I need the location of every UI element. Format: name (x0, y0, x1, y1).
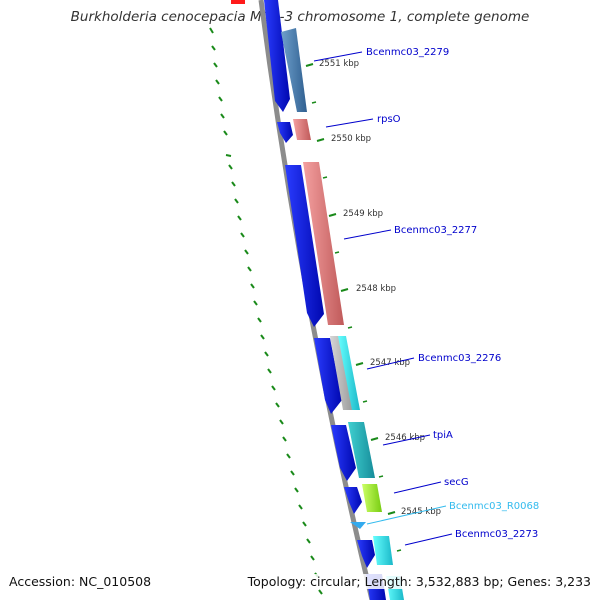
kbp-label: 2550 kbp (331, 134, 371, 144)
major-tick-marks (305, 63, 402, 552)
kbp-label: 2551 kbp (319, 59, 359, 69)
feature-bcenmc03-2277 (303, 162, 344, 325)
feature-bcenmc03-2279-forward (264, 0, 290, 112)
gene-label-tpia[interactable]: tpiA (433, 430, 453, 441)
gene-labels: Bcenmc03_2279 rpsO Bcenmc03_2277 Bcenmc0… (366, 47, 539, 540)
feature-tpia (348, 422, 375, 478)
kbp-label: 2548 kbp (356, 284, 396, 294)
gene-label-bcenmc03-2276[interactable]: Bcenmc03_2276 (418, 353, 501, 364)
kbp-label: 2547 kbp (370, 358, 410, 368)
feature-bcenmc03-2273-forward (357, 540, 375, 568)
feature-top-red (231, 0, 245, 4)
kbp-label: 2546 kbp (385, 433, 425, 443)
label-leader-lines (313, 51, 453, 546)
genome-summary-text: Topology: circular; Length: 3,532,883 bp… (247, 574, 591, 589)
kbp-label: 2549 kbp (343, 209, 383, 219)
gene-label-bcenmc03-2279[interactable]: Bcenmc03_2279 (366, 47, 449, 58)
feature-secg-forward (344, 487, 362, 514)
feature-rpso (293, 119, 311, 140)
feature-secg (362, 484, 382, 512)
gene-label-bcenmc03-r0068[interactable]: Bcenmc03_R0068 (449, 501, 539, 512)
feature-tpia-forward (331, 425, 356, 481)
gene-label-rpso[interactable]: rpsO (377, 114, 401, 125)
feature-bcenmc03-2276-gray (330, 336, 353, 410)
minor-tick-track (209, 27, 323, 595)
feature-bcenmc03-2277-forward (285, 165, 324, 327)
gene-label-bcenmc03-2273[interactable]: Bcenmc03_2273 (455, 529, 538, 540)
feature-bcenmc03-2276-forward (314, 338, 342, 414)
map-title: Burkholderia cenocepacia MC0-3 chromosom… (70, 9, 530, 25)
gene-label-bcenmc03-2277[interactable]: Bcenmc03_2277 (394, 225, 477, 236)
feature-rpso-forward (277, 122, 293, 143)
gene-label-secg[interactable]: secG (444, 477, 469, 488)
feature-bcenmc03-2279 (281, 28, 307, 112)
accession-text: Accession: NC_010508 (9, 574, 152, 589)
feature-bcenmc03-2276-cyan (338, 336, 360, 410)
feature-bcenmc03-2273 (373, 536, 393, 565)
feature-bcenmc03-r0068 (350, 522, 366, 529)
